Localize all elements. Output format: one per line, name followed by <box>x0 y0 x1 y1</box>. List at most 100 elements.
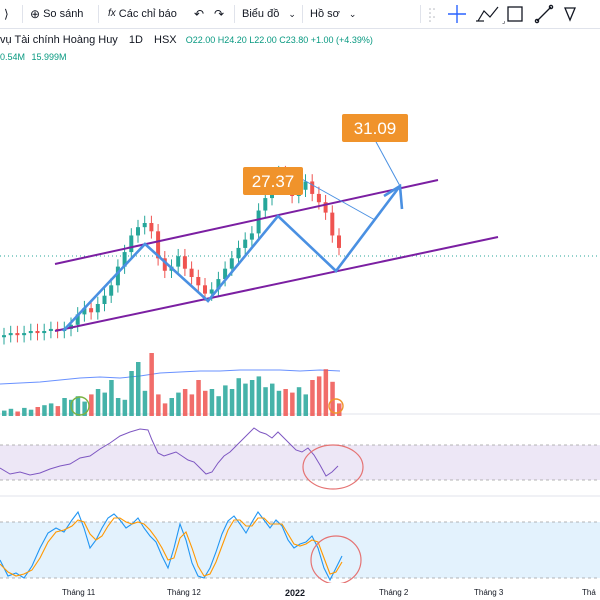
highlight-circle <box>70 396 90 416</box>
chart-canvas[interactable]: 27.37 31.09 Tháng 11 Tháng 12 2022 Tháng… <box>0 28 600 600</box>
expand-icon[interactable]: ⟩ <box>4 7 9 21</box>
candle <box>2 335 6 338</box>
candle <box>48 328 53 331</box>
volume-legend: 0.54M 15.999M <box>0 52 67 62</box>
redo-icon: ↷ <box>214 7 225 21</box>
x-label: Tháng 2 <box>379 588 409 597</box>
candle <box>182 256 187 269</box>
symbol-name: vụ Tài chính Hoàng Huy <box>0 34 118 46</box>
top-toolbar: ⟩ ⊕ So sánh fx Các chỉ báo ↶ ↷ Biểu đồ ⌄… <box>0 0 600 29</box>
candle <box>129 235 134 253</box>
symbol-interval[interactable]: 1D <box>128 34 143 46</box>
callout-low-text: 27.37 <box>252 172 295 191</box>
volume-value: 0.54M <box>0 52 26 62</box>
volume-bar <box>149 353 154 416</box>
candle <box>263 198 268 211</box>
candle <box>149 223 154 232</box>
volume-bar <box>263 387 268 416</box>
volume-bar <box>303 394 308 416</box>
redo-button[interactable]: ↷ <box>214 5 224 23</box>
volume-bar <box>176 392 181 416</box>
volume-bar <box>42 405 47 416</box>
candle <box>28 331 33 334</box>
volume-ma-value: 15.999M <box>31 52 67 62</box>
candle <box>196 277 201 286</box>
candle <box>15 333 20 336</box>
zigzag-pattern[interactable] <box>62 185 402 332</box>
separator <box>98 5 99 23</box>
separator <box>302 5 303 23</box>
ray-icon[interactable] <box>534 4 554 24</box>
candle <box>330 212 335 236</box>
chevron-down-icon: ⌄ <box>288 9 296 19</box>
volume-bar <box>89 394 94 416</box>
volume-bar <box>209 389 215 416</box>
trend-line-icon[interactable] <box>476 6 499 22</box>
volume-bar <box>182 389 188 416</box>
chart-type-label: Biểu đồ <box>242 8 280 20</box>
volume-bar <box>162 403 168 416</box>
time-axis <box>0 583 600 600</box>
candle <box>303 181 308 190</box>
volume-bar <box>102 392 107 416</box>
candle <box>323 202 328 213</box>
volume-bar <box>22 407 27 416</box>
volume-bar <box>109 380 114 416</box>
candle <box>142 223 147 228</box>
volume-bar <box>8 408 14 416</box>
fx-icon: fx <box>108 8 116 19</box>
undo-icon: ↶ <box>194 7 205 21</box>
volume-bar <box>270 383 275 416</box>
channel-lower-line[interactable] <box>54 236 499 332</box>
callout-low[interactable]: 27.37 <box>243 167 303 195</box>
separator <box>420 5 421 23</box>
separator <box>234 5 235 23</box>
profile-label: Hồ sơ <box>310 8 340 20</box>
rectangle-icon[interactable] <box>507 6 523 22</box>
volume-bar <box>203 390 208 416</box>
channel-upper-line[interactable] <box>54 179 439 265</box>
candle <box>216 279 221 290</box>
undo-button[interactable]: ↶ <box>194 5 204 23</box>
volume-ma-line <box>0 369 341 385</box>
stoch-k-line <box>0 510 343 582</box>
profile-dropdown[interactable]: Hồ sơ ⌄ <box>310 5 356 23</box>
volume-bar <box>229 389 235 416</box>
rsi-line <box>0 427 339 477</box>
volume-bar <box>283 389 288 416</box>
compare-label: So sánh <box>43 8 84 20</box>
x-label: Tháng 12 <box>167 588 201 597</box>
volume-bar <box>129 371 134 416</box>
crosshair-icon[interactable] <box>448 5 466 23</box>
candle <box>189 268 194 277</box>
arrow-down-icon[interactable] <box>564 7 576 22</box>
x-label: 2022 <box>285 588 305 598</box>
candle <box>35 331 40 334</box>
volume-bar <box>296 387 302 416</box>
volume-bar <box>256 376 262 416</box>
stoch-d-line <box>0 517 343 577</box>
volume-bar <box>136 362 141 416</box>
compare-button[interactable]: ⊕ So sánh <box>30 5 83 23</box>
volume-bar <box>35 407 40 416</box>
candle <box>310 181 315 194</box>
more-icon[interactable]: ⌟ <box>502 18 505 25</box>
volume-bar <box>95 389 101 416</box>
volume-bar <box>115 398 121 416</box>
candle <box>203 285 207 294</box>
candle <box>162 258 167 271</box>
candle <box>82 308 87 315</box>
indicators-button[interactable]: fx Các chỉ báo <box>108 5 177 23</box>
dotted-grid-icon[interactable] <box>429 8 435 22</box>
volume-bar <box>55 406 61 416</box>
volume-bar <box>196 380 201 416</box>
candle <box>176 256 181 267</box>
candle <box>256 210 261 234</box>
indicators-label: Các chỉ báo <box>118 8 177 20</box>
candle <box>109 285 114 296</box>
x-label: Thá <box>582 588 596 597</box>
chart-type-dropdown[interactable]: Biểu đồ ⌄ <box>242 5 296 23</box>
callout-high[interactable]: 31.09 <box>342 114 408 142</box>
volume-bar <box>142 390 148 416</box>
highlight-circle <box>328 398 344 414</box>
